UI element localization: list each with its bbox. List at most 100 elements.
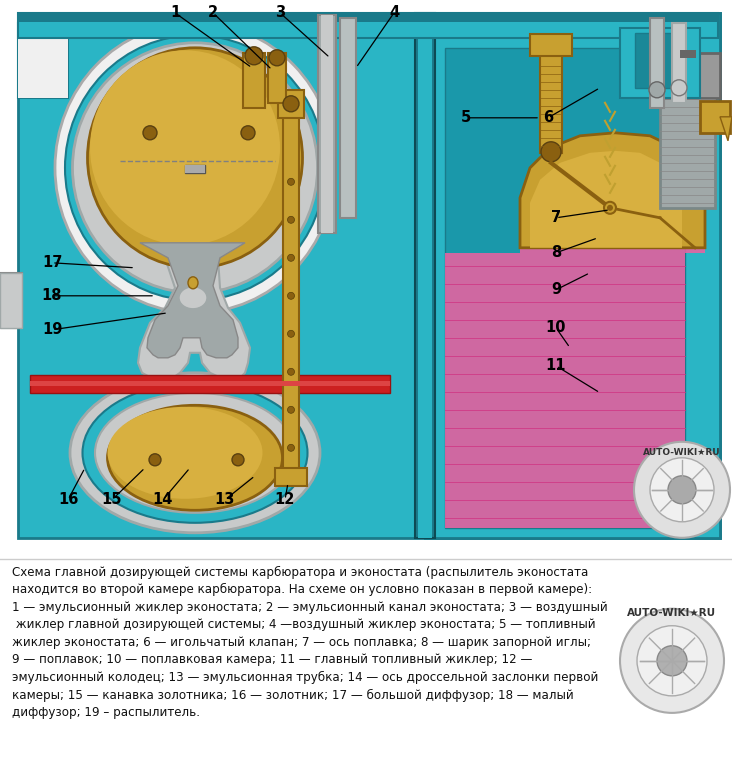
Ellipse shape xyxy=(108,407,263,499)
Bar xyxy=(18,12,718,22)
Bar xyxy=(635,33,685,87)
Bar xyxy=(18,12,718,37)
Text: 13: 13 xyxy=(214,492,235,508)
Ellipse shape xyxy=(90,50,280,245)
Text: 3: 3 xyxy=(275,5,285,20)
Bar xyxy=(18,23,68,98)
Text: 9: 9 xyxy=(551,282,561,298)
Circle shape xyxy=(607,205,613,211)
Text: 18: 18 xyxy=(42,288,62,303)
Text: 12: 12 xyxy=(274,492,295,508)
Bar xyxy=(278,90,304,118)
Bar xyxy=(243,53,265,108)
Circle shape xyxy=(143,126,157,140)
Bar xyxy=(620,28,700,98)
Bar xyxy=(655,53,720,98)
Bar xyxy=(418,12,432,538)
Circle shape xyxy=(241,126,255,140)
Bar xyxy=(275,468,307,486)
Circle shape xyxy=(149,454,161,465)
Circle shape xyxy=(649,82,665,98)
Circle shape xyxy=(637,626,707,696)
Circle shape xyxy=(269,50,285,66)
Text: 14: 14 xyxy=(153,492,173,508)
Bar xyxy=(425,12,720,538)
Ellipse shape xyxy=(95,393,295,513)
Ellipse shape xyxy=(88,48,302,268)
Polygon shape xyxy=(445,248,705,528)
Circle shape xyxy=(232,454,244,465)
Bar xyxy=(540,43,562,153)
Bar xyxy=(672,23,686,103)
Circle shape xyxy=(671,80,687,96)
Ellipse shape xyxy=(188,276,198,289)
Circle shape xyxy=(620,608,724,713)
Circle shape xyxy=(604,201,616,214)
Ellipse shape xyxy=(108,405,283,510)
Bar xyxy=(321,15,333,233)
Circle shape xyxy=(288,178,294,185)
Circle shape xyxy=(288,406,294,413)
Ellipse shape xyxy=(65,35,325,301)
Circle shape xyxy=(288,216,294,223)
Bar xyxy=(650,18,664,108)
Circle shape xyxy=(288,369,294,376)
Bar xyxy=(18,23,68,98)
Bar xyxy=(680,50,696,58)
Circle shape xyxy=(634,442,730,538)
Bar xyxy=(700,101,730,133)
Bar xyxy=(425,12,720,538)
Text: 8: 8 xyxy=(551,245,561,260)
Bar xyxy=(415,12,435,538)
Circle shape xyxy=(288,330,294,337)
Bar xyxy=(18,12,430,538)
Text: 5: 5 xyxy=(461,110,471,125)
Bar xyxy=(283,98,299,483)
Ellipse shape xyxy=(70,373,320,533)
Text: 6: 6 xyxy=(543,110,553,125)
Circle shape xyxy=(245,47,263,65)
Text: 11: 11 xyxy=(546,358,567,373)
Circle shape xyxy=(657,646,687,676)
Circle shape xyxy=(288,255,294,262)
Circle shape xyxy=(283,96,299,112)
Ellipse shape xyxy=(72,43,318,293)
Circle shape xyxy=(668,476,696,504)
Ellipse shape xyxy=(83,383,307,522)
Circle shape xyxy=(541,142,561,162)
Text: 15: 15 xyxy=(102,492,122,508)
Bar xyxy=(660,87,715,208)
Bar xyxy=(0,273,22,328)
Bar xyxy=(530,34,572,55)
Circle shape xyxy=(288,444,294,451)
Bar xyxy=(445,48,685,528)
Bar xyxy=(0,273,22,328)
Polygon shape xyxy=(530,151,682,248)
Text: 2: 2 xyxy=(208,5,218,20)
Polygon shape xyxy=(140,243,245,358)
Text: 16: 16 xyxy=(58,492,78,508)
Bar xyxy=(318,15,336,233)
Text: AUTO-WIKI★RU: AUTO-WIKI★RU xyxy=(643,448,721,458)
Circle shape xyxy=(650,458,714,522)
Bar xyxy=(268,53,286,103)
Circle shape xyxy=(288,292,294,299)
Text: 19: 19 xyxy=(42,323,62,337)
Text: 7: 7 xyxy=(551,210,561,225)
Polygon shape xyxy=(125,237,258,380)
Polygon shape xyxy=(720,117,732,141)
Bar xyxy=(30,381,390,386)
Bar xyxy=(185,165,205,173)
Bar xyxy=(340,18,356,218)
Text: Схема главной дозирующей системы карбюратора и эконостата (распылитель эконостат: Схема главной дозирующей системы карбюра… xyxy=(12,565,608,719)
Bar xyxy=(185,165,205,173)
Bar xyxy=(30,375,390,393)
Text: 10: 10 xyxy=(546,320,567,335)
Text: 17: 17 xyxy=(42,255,62,270)
Polygon shape xyxy=(520,133,705,248)
Ellipse shape xyxy=(55,23,335,313)
Text: 1: 1 xyxy=(170,5,180,20)
Text: AUTO-WIKI★RU: AUTO-WIKI★RU xyxy=(627,608,717,618)
Text: 4: 4 xyxy=(389,5,399,20)
Ellipse shape xyxy=(179,287,207,308)
